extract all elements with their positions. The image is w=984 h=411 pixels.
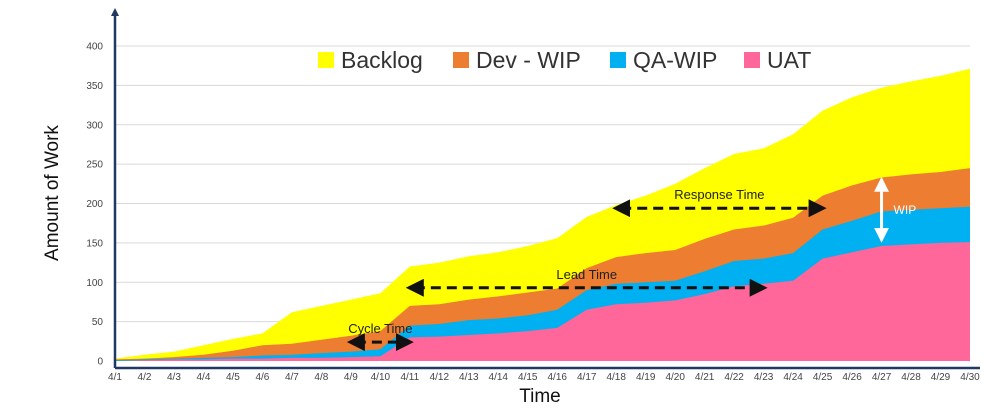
x-tick-label: 4/25 — [813, 372, 833, 383]
x-tick-label: 4/29 — [931, 372, 951, 383]
legend-label-uat: UAT — [767, 47, 811, 73]
x-tick-label: 4/4 — [196, 372, 210, 383]
annotation-lead-time-label: Lead Time — [556, 267, 617, 282]
x-axis-ticks: 4/1 4/2 4/3 4/4 4/5 4/6 4/7 4/8 4/9 4/10 4/11 4/12 4… — [108, 372, 980, 383]
legend-label-qa-wip: QA-WIP — [633, 47, 717, 73]
y-axis-ticks: 0 50 100 150 200 250 300 350 400 — [86, 42, 103, 368]
y-axis-title: Amount of Work — [42, 125, 63, 261]
annotations: Cycle Time Lead Time Response Time WIP — [346, 176, 917, 352]
x-tick-label: 4/18 — [606, 372, 626, 383]
x-tick-label: 4/27 — [872, 372, 892, 383]
y-tick-label: 350 — [86, 81, 103, 92]
x-tick-label: 4/24 — [783, 372, 803, 383]
y-tick-label: 0 — [97, 357, 103, 368]
legend-swatch-dev-wip — [453, 52, 469, 68]
x-tick-label: 4/5 — [226, 372, 240, 383]
x-tick-label: 4/2 — [138, 372, 152, 383]
x-tick-label: 4/23 — [754, 372, 774, 383]
x-tick-label: 4/13 — [459, 372, 479, 383]
y-tick-label: 50 — [92, 317, 104, 328]
y-tick-label: 400 — [86, 42, 103, 53]
legend-label-backlog: Backlog — [341, 47, 423, 73]
x-axis-title: Time — [519, 386, 561, 407]
x-tick-label: 4/11 — [400, 372, 419, 383]
annotation-wip-label: WIP — [894, 203, 917, 217]
y-tick-label: 200 — [86, 199, 103, 210]
x-tick-label: 4/7 — [285, 372, 299, 383]
x-tick-label: 4/21 — [695, 372, 715, 383]
x-tick-label: 4/16 — [548, 372, 568, 383]
x-tick-label: 4/28 — [901, 372, 921, 383]
x-tick-label: 4/1 — [108, 372, 122, 383]
stacked-areas — [115, 68, 970, 362]
x-tick-label: 4/20 — [665, 372, 685, 383]
annotation-response-time-label: Response Time — [674, 187, 764, 202]
x-tick-label: 4/10 — [371, 372, 391, 383]
x-tick-label: 4/15 — [518, 372, 538, 383]
y-tick-label: 250 — [86, 160, 103, 171]
x-tick-label: 4/8 — [314, 372, 328, 383]
x-tick-label: 4/12 — [430, 372, 450, 383]
annotation-cycle-time-label: Cycle Time — [348, 321, 412, 336]
legend-swatch-backlog — [318, 52, 334, 68]
x-tick-label: 4/30 — [960, 372, 980, 383]
x-tick-label: 4/19 — [636, 372, 656, 383]
legend-swatch-qa-wip — [610, 52, 626, 68]
x-tick-label: 4/22 — [724, 372, 744, 383]
legend-label-dev-wip: Dev - WIP — [476, 47, 581, 73]
x-tick-label: 4/6 — [255, 372, 269, 383]
x-tick-label: 4/3 — [167, 372, 181, 383]
y-tick-label: 100 — [86, 278, 103, 289]
y-tick-label: 150 — [86, 238, 103, 249]
area-uat — [115, 242, 970, 361]
x-tick-label: 4/17 — [577, 372, 597, 383]
legend: Backlog Dev - WIP QA-WIP UAT — [318, 47, 811, 73]
x-tick-label: 4/9 — [344, 372, 358, 383]
y-tick-label: 300 — [86, 120, 103, 131]
x-tick-label: 4/14 — [489, 372, 509, 383]
legend-swatch-uat — [744, 52, 760, 68]
x-tick-label: 4/26 — [842, 372, 862, 383]
